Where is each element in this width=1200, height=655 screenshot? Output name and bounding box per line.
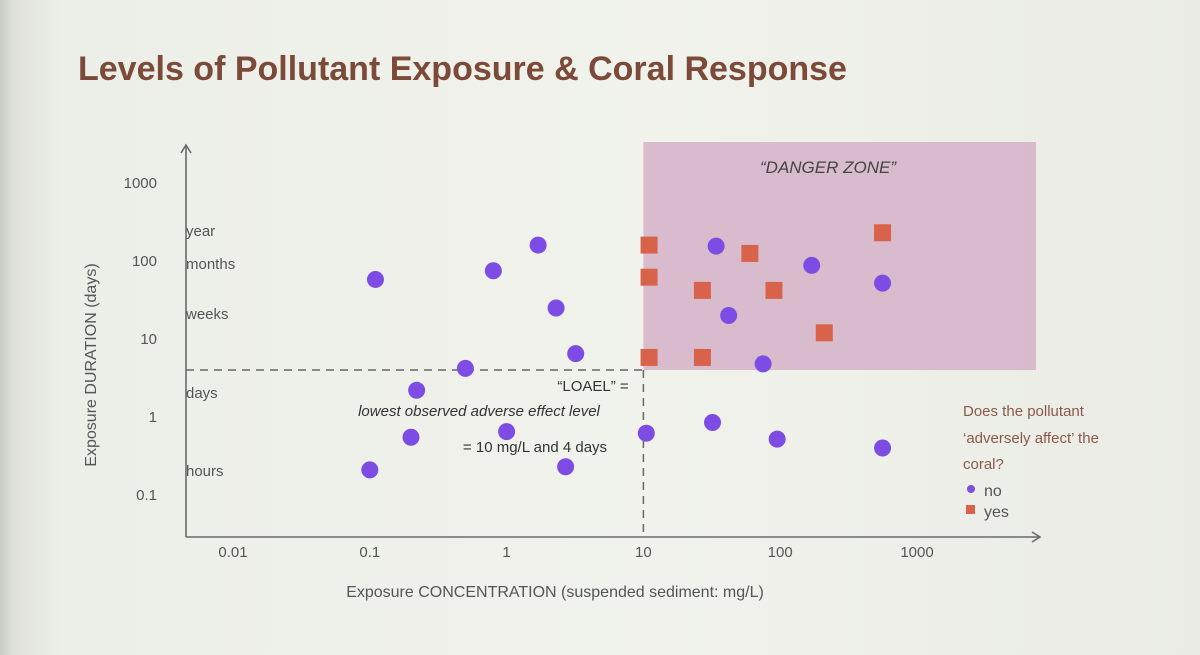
danger-zone-label: “DANGER ZONE” [760,158,897,177]
x-tick-label: 1 [502,544,510,561]
data-point-no [361,461,379,479]
loael-annotation-line: lowest observed adverse effect level [358,403,600,420]
data-point-no [768,430,786,448]
data-point-no [637,424,655,442]
legend-question-line: ‘adversely affect’ the [963,430,1099,447]
legend-marker-yes [966,505,975,514]
chart-title: Levels of Pollutant Exposure & Coral Res… [78,50,847,88]
data-point-no [529,236,547,254]
data-point-yes [815,324,833,342]
data-point-yes [765,281,783,299]
y-tick-label: 100 [132,253,157,270]
duration-label: months [186,256,235,273]
data-point-no [498,423,516,441]
legend-question-line: coral? [963,456,1004,473]
data-point-no [720,307,738,325]
duration-label: weeks [185,306,229,323]
data-point-no [704,414,722,432]
y-tick-label: 1000 [124,175,157,192]
duration-label: year [186,223,215,240]
data-point-no [874,274,892,292]
data-point-no [707,237,725,255]
loael-annotation-line: = 10 mg/L and 4 days [463,439,607,456]
x-tick-label: 0.1 [359,544,380,561]
data-point-no [567,345,585,363]
duration-label: hours [186,463,224,480]
x-tick-label: 10 [635,544,652,561]
data-point-no [557,458,575,476]
y-axis-arrowhead [180,143,192,154]
data-point-yes [874,224,892,242]
danger-zone-region [643,142,1036,371]
data-point-no [874,439,892,457]
y-axis-title: Exposure DURATION (days) [83,263,100,466]
loael-annotation-line: “LOAEL” = [557,378,629,395]
data-point-no [402,428,420,446]
x-tick-label: 0.01 [218,544,247,561]
data-point-no [754,355,772,373]
data-point-no [456,359,474,377]
data-point-yes [693,281,711,299]
data-point-no [366,270,384,288]
data-point-yes [640,268,658,286]
y-tick-label: 10 [140,331,157,348]
data-point-no [547,299,565,317]
legend-marker-no [967,485,975,493]
data-point-no [803,256,821,274]
x-axis-arrowhead [1031,531,1042,543]
legend-question-line: Does the pollutant [963,403,1085,420]
x-axis-title: Exposure CONCENTRATION (suspended sedime… [346,584,764,601]
data-point-no [408,381,426,399]
data-point-yes [640,348,658,366]
data-point-no [484,262,502,280]
data-point-yes [640,236,658,254]
x-tick-label: 100 [768,544,793,561]
y-tick-label: 0.1 [136,487,157,504]
legend-item-label: no [984,483,1002,500]
data-point-yes [741,244,759,262]
legend-item-label: yes [984,504,1009,521]
duration-label: days [186,385,218,402]
data-point-yes [693,348,711,366]
y-tick-label: 1 [149,409,157,426]
x-tick-label: 1000 [900,544,933,561]
